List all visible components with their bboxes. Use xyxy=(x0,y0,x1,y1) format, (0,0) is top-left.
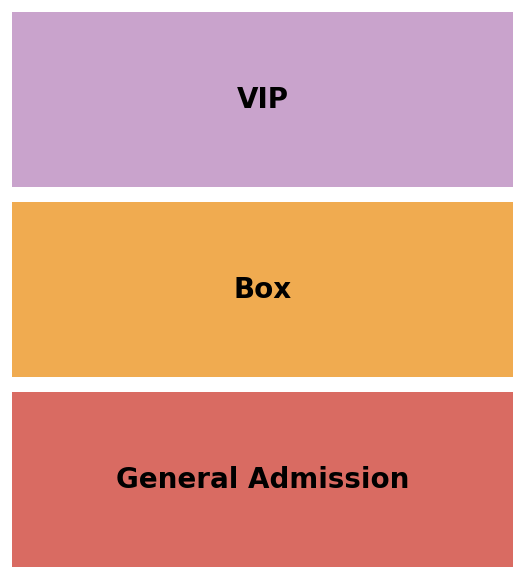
Text: General Admission: General Admission xyxy=(116,466,409,494)
Text: Box: Box xyxy=(234,276,291,303)
Bar xyxy=(12,12,513,187)
Bar xyxy=(12,392,513,567)
Text: VIP: VIP xyxy=(236,85,289,114)
Bar xyxy=(12,202,513,377)
